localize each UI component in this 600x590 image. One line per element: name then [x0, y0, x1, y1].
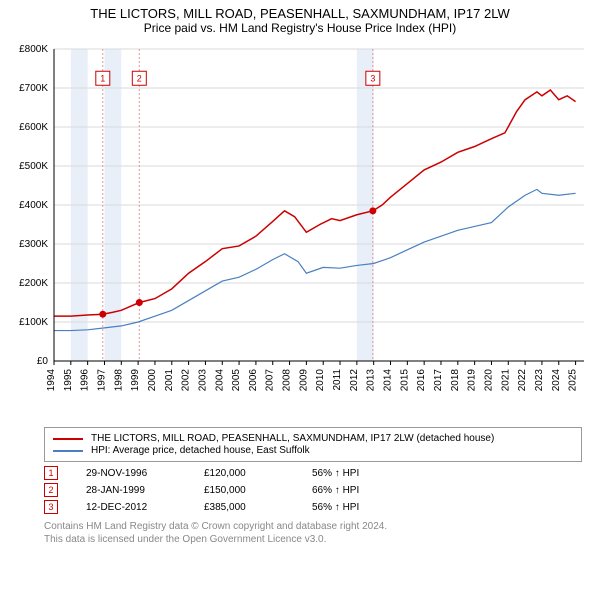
chart-svg: £0 £100K £200K £300K £400K £500K £600K £700K £80… [6, 41, 594, 421]
transaction-row: 3 12-DEC-2012 £385,000 56% ↑ HPI [44, 500, 582, 514]
svg-text:£400K: £400K [19, 200, 48, 211]
transaction-marker: 3 [44, 500, 58, 514]
legend-item: HPI: Average price, detached house, East… [53, 445, 573, 456]
svg-text:2023: 2023 [534, 369, 545, 392]
svg-text:2021: 2021 [500, 369, 511, 392]
svg-text:2: 2 [137, 73, 142, 83]
chart-area: £0 £100K £200K £300K £400K £500K £600K £700K £80… [6, 41, 594, 421]
svg-text:1999: 1999 [130, 369, 141, 392]
svg-text:1997: 1997 [96, 369, 107, 392]
chart-title: THE LICTORS, MILL ROAD, PEASENHALL, SAXM… [6, 6, 594, 21]
svg-text:2018: 2018 [450, 369, 461, 392]
transaction-delta: 66% ↑ HPI [312, 485, 359, 496]
svg-text:2024: 2024 [551, 369, 562, 392]
svg-text:2009: 2009 [298, 369, 309, 392]
legend-swatch [53, 450, 83, 452]
chart-subtitle: Price paid vs. HM Land Registry's House … [6, 21, 594, 35]
svg-text:£0: £0 [37, 356, 49, 367]
svg-text:2010: 2010 [315, 369, 326, 392]
legend-item: THE LICTORS, MILL ROAD, PEASENHALL, SAXM… [53, 433, 573, 444]
svg-text:2000: 2000 [147, 369, 158, 392]
svg-text:2011: 2011 [332, 369, 343, 391]
svg-text:£800K: £800K [19, 44, 48, 55]
svg-text:2017: 2017 [433, 369, 444, 392]
svg-text:2012: 2012 [349, 369, 360, 392]
svg-text:1: 1 [100, 73, 105, 83]
legend-label: THE LICTORS, MILL ROAD, PEASENHALL, SAXM… [91, 433, 494, 444]
transaction-marker: 1 [44, 466, 58, 480]
transaction-date: 12-DEC-2012 [86, 502, 176, 513]
svg-text:£300K: £300K [19, 239, 48, 250]
svg-text:1998: 1998 [113, 369, 124, 392]
svg-text:£200K: £200K [19, 278, 48, 289]
svg-text:2022: 2022 [517, 369, 528, 392]
svg-text:£600K: £600K [19, 122, 48, 133]
svg-text:2015: 2015 [399, 369, 410, 392]
transaction-table: 1 29-NOV-1996 £120,000 56% ↑ HPI 2 28-JAN-199… [44, 466, 582, 514]
svg-text:2001: 2001 [164, 369, 175, 392]
svg-text:2003: 2003 [197, 369, 208, 392]
transaction-marker: 2 [44, 483, 58, 497]
svg-text:2020: 2020 [483, 369, 494, 392]
svg-text:2006: 2006 [248, 369, 259, 392]
transaction-price: £150,000 [204, 485, 284, 496]
legend: THE LICTORS, MILL ROAD, PEASENHALL, SAXM… [44, 427, 582, 462]
svg-text:2014: 2014 [383, 369, 394, 392]
footer-line-1: Contains HM Land Registry data © Crown c… [44, 520, 582, 533]
svg-text:1995: 1995 [63, 369, 74, 392]
footer-line-2: This data is licensed under the Open Gov… [44, 533, 582, 546]
transaction-delta: 56% ↑ HPI [312, 502, 359, 513]
transaction-price: £120,000 [204, 468, 284, 479]
svg-text:2008: 2008 [282, 369, 293, 392]
legend-label: HPI: Average price, detached house, East… [91, 445, 310, 456]
svg-text:2007: 2007 [265, 369, 276, 392]
svg-text:2019: 2019 [467, 369, 478, 392]
transaction-row: 1 29-NOV-1996 £120,000 56% ↑ HPI [44, 466, 582, 480]
svg-text:1996: 1996 [80, 369, 91, 392]
svg-text:1994: 1994 [46, 369, 57, 392]
svg-text:£100K: £100K [19, 317, 48, 328]
svg-text:2016: 2016 [416, 369, 427, 392]
legend-swatch [53, 438, 83, 440]
transaction-date: 29-NOV-1996 [86, 468, 176, 479]
svg-text:2013: 2013 [366, 369, 377, 392]
transaction-price: £385,000 [204, 502, 284, 513]
transaction-delta: 56% ↑ HPI [312, 468, 359, 479]
svg-text:£700K: £700K [19, 83, 48, 94]
svg-text:£500K: £500K [19, 161, 48, 172]
footer-attribution: Contains HM Land Registry data © Crown c… [44, 520, 582, 546]
transaction-date: 28-JAN-1999 [86, 485, 176, 496]
svg-text:2004: 2004 [214, 369, 225, 392]
transaction-row: 2 28-JAN-1999 £150,000 66% ↑ HPI [44, 483, 582, 497]
svg-text:3: 3 [370, 73, 375, 83]
svg-text:2005: 2005 [231, 369, 242, 392]
svg-text:2002: 2002 [181, 369, 192, 392]
svg-text:2025: 2025 [568, 369, 579, 392]
